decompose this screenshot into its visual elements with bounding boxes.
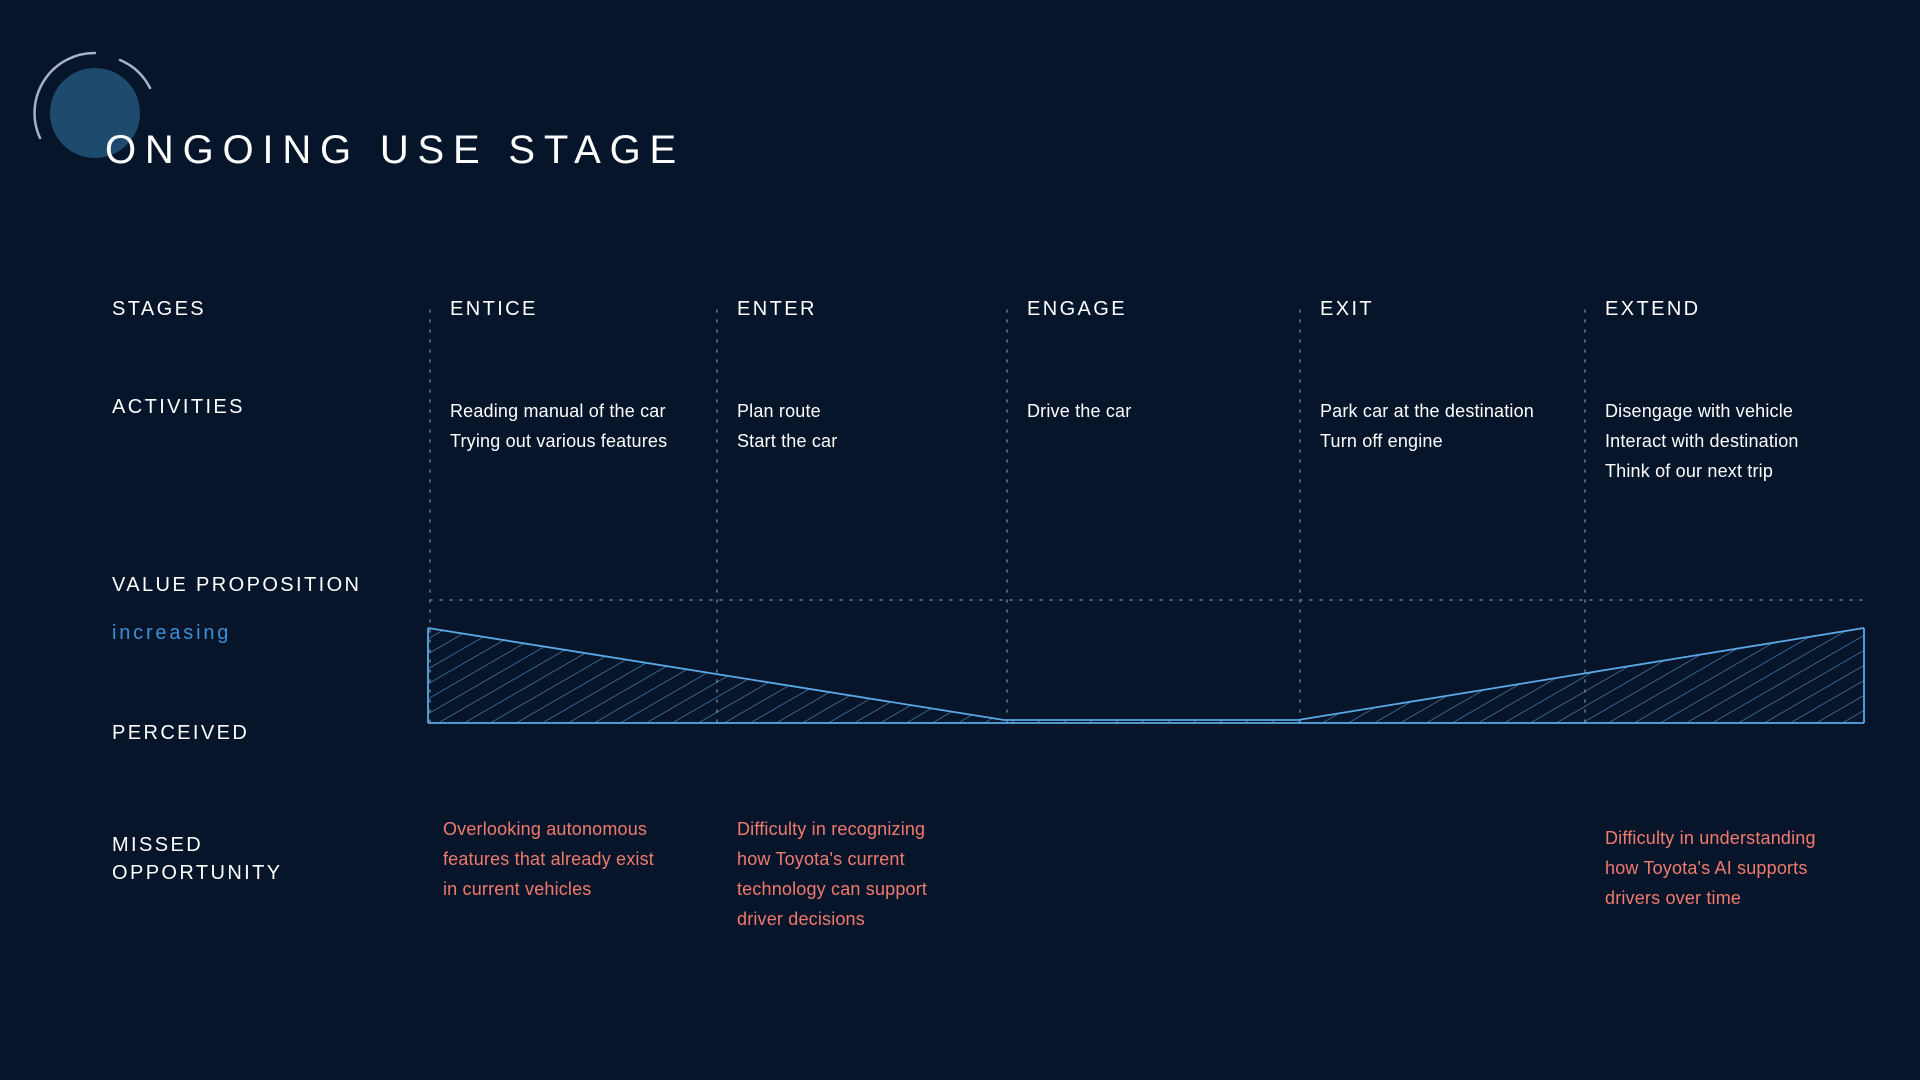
missed-extend: Difficulty in understanding how Toyota's… [1605, 823, 1825, 913]
missed-enter: Difficulty in recognizing how Toyota's c… [737, 814, 957, 934]
page-root: ONGOING USE STAGE STAGES ACTIVITIES VALU… [0, 0, 1920, 1080]
missed-entice: Overlooking autonomous features that alr… [443, 814, 663, 904]
journey-chart [0, 0, 1920, 1080]
